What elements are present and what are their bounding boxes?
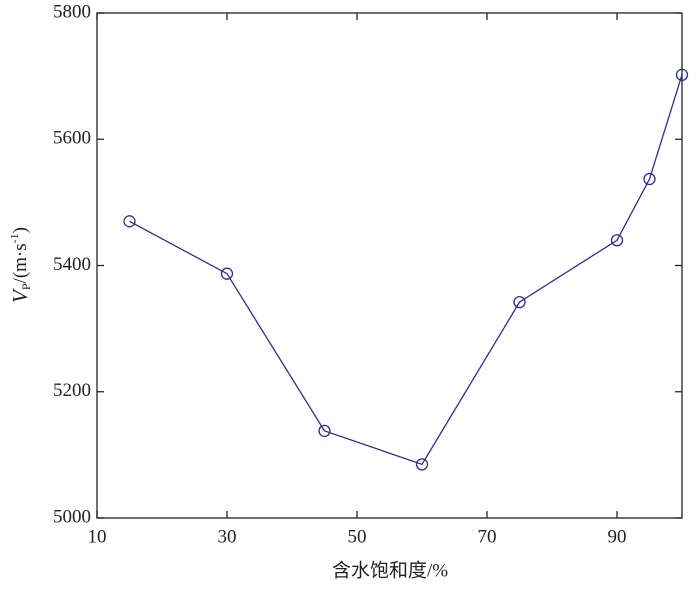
- data-marker: [675, 68, 689, 82]
- y-tick-label: 5000: [53, 506, 91, 527]
- x-axis-label: 含水饱和度/%: [332, 559, 448, 581]
- data-line: [129, 74, 683, 466]
- y-label-superscript: -1: [7, 233, 21, 243]
- data-marker: [513, 295, 526, 309]
- y-tick-label: 5400: [53, 254, 91, 275]
- x-tick-label: 90: [608, 526, 627, 547]
- x-tick-label: 70: [478, 526, 497, 547]
- data-marker: [643, 172, 656, 186]
- data-marker: [415, 458, 429, 471]
- y-label-subscript: P: [19, 283, 33, 290]
- x-tick-label: 10: [88, 526, 107, 547]
- data-marker: [318, 424, 331, 438]
- data-marker: [123, 215, 136, 228]
- y-axis-label: VP/(m·s-1): [7, 227, 33, 303]
- data-marker: [610, 234, 624, 247]
- plot-frame: [96, 12, 683, 519]
- y-tick-label: 5600: [53, 128, 91, 149]
- y-label-symbol: V: [8, 288, 32, 303]
- data-marker: [220, 267, 234, 280]
- y-label-unit: /(m·s: [10, 243, 31, 283]
- x-tick-label: 30: [218, 526, 237, 547]
- x-tick-label: 50: [348, 526, 367, 547]
- y-tick-label: 5200: [53, 380, 91, 401]
- y-label-close: ): [10, 227, 31, 233]
- y-tick-label: 5800: [53, 1, 91, 22]
